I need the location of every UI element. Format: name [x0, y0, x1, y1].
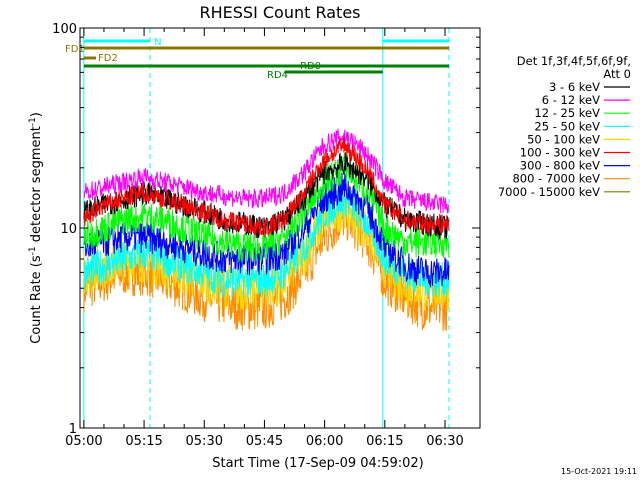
y-tick-label: 1 — [69, 422, 77, 437]
x-tick-label: 06:30 — [426, 434, 463, 449]
y-tick-label: 100 — [52, 22, 77, 37]
marker-label-fd1: FD1 — [65, 44, 85, 55]
x-axis-label: Start Time (17-Sep-09 04:59:02) — [212, 456, 423, 471]
x-tick-label: 05:45 — [246, 434, 283, 449]
series-line-5 — [83, 137, 450, 238]
series-line-1 — [83, 128, 450, 214]
y-axis-label: Count Rate (s-1 detector segment-1) — [28, 112, 44, 344]
marker-label-rd0: RD0 — [300, 61, 321, 72]
x-tick-label: 05:00 — [65, 434, 102, 449]
legend-entry-label: 6 - 12 keV — [542, 93, 600, 107]
x-tick-label: 06:15 — [366, 434, 403, 449]
y-tick-label: 10 — [60, 222, 77, 237]
legend-entry-label: 300 - 800 keV — [520, 159, 600, 173]
x-tick-label: 05:30 — [186, 434, 223, 449]
series-layer — [83, 128, 450, 332]
marker-label-rd4: RD4 — [267, 70, 288, 81]
x-tick-label: 06:00 — [306, 434, 343, 449]
series-line-2 — [83, 153, 450, 263]
x-tick-label: 05:15 — [125, 434, 162, 449]
marker-label-n: N — [154, 37, 161, 48]
marker-label-fd2: FD2 — [98, 53, 118, 64]
axis-ticks: 05:00 05:15 05:30 05:45 06:00 06:15 06:30 1 10 10… — [52, 22, 480, 449]
legend-entry-label: 25 - 50 keV — [534, 119, 600, 133]
legend-entry-label: 50 - 100 keV — [527, 132, 600, 146]
legend-entry-label: 800 - 7000 keV — [512, 172, 600, 186]
series-line-0 — [83, 152, 450, 240]
legend-entry-label: 100 - 300 keV — [520, 146, 600, 160]
legend-title-2: Att 0 — [603, 67, 631, 81]
legend: Det 1f,3f,4f,5f,6f,9f, Att 0 3 - 6 keV6 … — [498, 54, 631, 199]
legend-entry-label: 7000 - 15000 keV — [498, 185, 600, 199]
legend-entry-label: 12 - 25 keV — [534, 106, 600, 120]
legend-entry-label: 3 - 6 keV — [549, 80, 600, 94]
chart-title: RHESSI Count Rates — [200, 3, 361, 22]
attenuator-state-bars: N FD1 FD2 RD0 RD4 — [65, 37, 450, 81]
legend-title-1: Det 1f,3f,4f,5f,6f,9f, — [517, 54, 631, 68]
generation-timestamp: 15-Oct-2021 19:11 — [561, 467, 637, 476]
series-line-7 — [83, 194, 450, 332]
